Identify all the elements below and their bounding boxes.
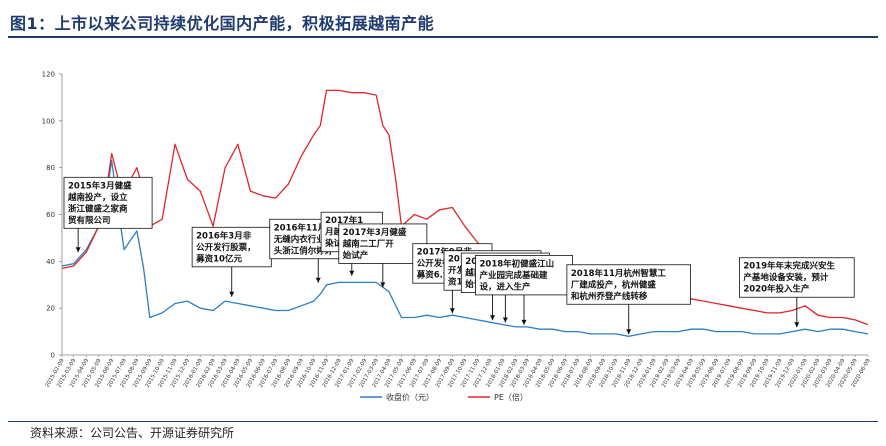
annotation-box xyxy=(738,257,855,298)
y-tick-label: 0 xyxy=(51,352,55,360)
x-tick-labels: 2015-02-092015-03-092015-04-092015-05-09… xyxy=(45,358,872,389)
annotation-arrowhead xyxy=(315,277,321,283)
source-note: 资料来源：公司公告、开源证券研究所 xyxy=(30,426,235,440)
annotation-text: 越南投产，设立 xyxy=(67,192,128,203)
annotation-text: 越南二工厂开 xyxy=(342,238,395,249)
annotation-text: 2018年11月杭州智慧工 xyxy=(571,268,666,279)
annotation-text: 2016年11月收购 xyxy=(274,222,344,233)
chart-legend: 收盘价（元） PE（倍） xyxy=(360,392,528,402)
y-tick-label: 20 xyxy=(46,305,55,313)
annotation-arrowhead xyxy=(349,270,355,276)
y-tick-label: 40 xyxy=(46,258,55,266)
annotation-text: 2019年年末完成兴安生 xyxy=(743,261,835,272)
y-tick-label: 60 xyxy=(46,211,55,219)
chart: 0 20 40 60 80 100 120 2015-02-092015-03-092015… xyxy=(42,71,872,403)
annotation-box xyxy=(566,264,691,305)
pe-line xyxy=(61,89,869,326)
annotation-text: 始试产 xyxy=(343,250,369,261)
annotation-text: 2017年3月健盛 xyxy=(343,227,407,238)
annotation-text: 产基地设备安装，预计 xyxy=(743,272,829,283)
title-bar: 图1：上市以来公司持续优化国内产能，积极拓展越南产能 xyxy=(8,4,878,38)
legend-label-pe: PE（倍） xyxy=(494,392,528,402)
source-divider xyxy=(8,421,878,422)
legend-label-price: 收盘价（元） xyxy=(386,392,434,402)
annotation-arrowhead xyxy=(794,322,800,328)
annotation-box xyxy=(475,254,573,296)
annotation-text: 产业园完成基础建 xyxy=(479,270,548,281)
annotation-arrowhead xyxy=(502,317,508,323)
annotation-text: 2016年3月非 xyxy=(196,230,252,241)
annotation-box xyxy=(191,226,272,268)
annotation-arrowhead xyxy=(380,282,386,288)
annotation-arrowhead xyxy=(521,319,527,325)
annotation-text: 2015年3月健盛 xyxy=(68,180,132,191)
annotation-text: 无缝内衣行业龙 xyxy=(273,234,334,245)
y-tick-label: 120 xyxy=(42,71,55,79)
figure-title: 图1：上市以来公司持续优化国内产能，积极拓展越南产能 xyxy=(10,14,435,33)
annotation-text: 头浙江俏尔婷婷 xyxy=(274,245,334,256)
annotation-arrowhead xyxy=(75,247,81,253)
annotation-text: 2020年投入生产 xyxy=(743,284,810,295)
annotation-text: 公开发行股票， xyxy=(196,242,256,253)
annotation-box xyxy=(63,176,153,229)
annotation-text: 和杭州乔登产线转移 xyxy=(571,291,648,302)
annotation-text: 设，进入生产 xyxy=(479,281,531,292)
annotation-box xyxy=(338,223,428,264)
series-lines xyxy=(61,89,869,337)
y-tick-labels: 0 20 40 60 80 100 120 xyxy=(42,71,55,360)
annotation-text: 2017年1 xyxy=(325,215,363,226)
annotation-arrowhead xyxy=(449,308,455,314)
y-tick-label: 80 xyxy=(46,164,55,172)
chart-axes xyxy=(59,73,869,357)
annotation-text: 2018年初健盛江山 xyxy=(479,258,554,269)
price-line xyxy=(61,159,869,337)
annotation-arrowhead xyxy=(626,329,632,335)
annotation-text: 募资10亿元 xyxy=(195,253,242,264)
annotation-text: 浙江健盛之家商 xyxy=(68,203,128,214)
annotation-arrowhead xyxy=(490,315,496,321)
y-tick-label: 100 xyxy=(42,117,55,125)
annotation-text: 贸有限公司 xyxy=(68,215,111,226)
annotation-text: 厂建成投产，杭州健盛 xyxy=(571,279,657,290)
annotation-arrowhead xyxy=(229,291,235,297)
